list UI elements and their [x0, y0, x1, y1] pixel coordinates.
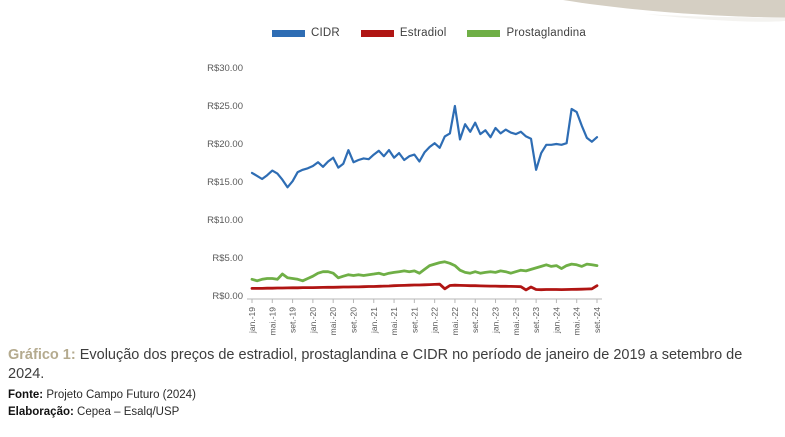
- elaboration-line: Elaboração: Cepea – Esalq/USP: [8, 404, 772, 421]
- figure-caption-block: Gráfico 1: Evolução dos preços de estrad…: [8, 346, 772, 420]
- svg-text:R$5.00: R$5.00: [212, 253, 243, 264]
- svg-text:jan.-22: jan.-22: [430, 307, 440, 334]
- svg-text:mai.-19: mai.-19: [267, 307, 277, 336]
- svg-text:R$0.00: R$0.00: [212, 291, 243, 302]
- svg-text:mai.-21: mai.-21: [389, 307, 399, 336]
- svg-text:R$20.00: R$20.00: [207, 139, 243, 150]
- figure-caption: Gráfico 1: Evolução dos preços de estrad…: [8, 346, 772, 384]
- svg-text:jan.-20: jan.-20: [308, 307, 318, 334]
- source-text: Projeto Campo Futuro (2024): [43, 389, 196, 401]
- svg-text:mai.-23: mai.-23: [511, 307, 521, 336]
- corner-decor-shape: [563, 0, 785, 22]
- legend-item-prostaglandina: Prostaglandina: [467, 27, 586, 39]
- legend-item-cidr: CIDR: [272, 27, 340, 39]
- legend-label-cidr: CIDR: [311, 27, 340, 39]
- svg-text:jan.-21: jan.-21: [369, 307, 379, 334]
- chart-legend: CIDR Estradiol Prostaglandina: [272, 27, 586, 39]
- prostaglandina-line-swatch: [467, 29, 501, 37]
- figure-caption-text: Evolução dos preços de estradiol, prosta…: [8, 347, 743, 382]
- svg-text:set.-19: set.-19: [288, 307, 298, 333]
- legend-label-prostaglandina: Prostaglandina: [506, 27, 586, 39]
- svg-text:jan.-19: jan.-19: [247, 307, 257, 334]
- source-label: Fonte:: [8, 389, 44, 401]
- elaboration-label: Elaboração:: [8, 405, 74, 418]
- chart-canvas: R$0.00 R$5.00 R$10.00 R$15.00 R$20.00 R$25.00…: [207, 63, 602, 336]
- svg-text:R$30.00: R$30.00: [207, 63, 243, 74]
- figure-number-label: Gráfico 1:: [8, 347, 76, 363]
- svg-text:R$10.00: R$10.00: [207, 215, 243, 226]
- figure-source-block: Fonte: Projeto Campo Futuro (2024) Elabo…: [8, 387, 772, 420]
- svg-text:set.-20: set.-20: [348, 307, 358, 333]
- svg-text:set.-23: set.-23: [531, 307, 541, 333]
- svg-text:mai.-24: mai.-24: [572, 307, 582, 336]
- svg-text:R$15.00: R$15.00: [207, 177, 243, 188]
- svg-text:mai.-20: mai.-20: [328, 307, 338, 336]
- svg-text:R$25.00: R$25.00: [207, 101, 243, 112]
- elaboration-text: Cepea – Esalq/USP: [73, 405, 180, 418]
- legend-label-estradiol: Estradiol: [399, 27, 447, 39]
- svg-text:set.-21: set.-21: [409, 307, 419, 333]
- source-line: Fonte: Projeto Campo Futuro (2024): [8, 387, 772, 404]
- svg-text:jan.-24: jan.-24: [551, 307, 561, 334]
- legend-item-estradiol: Estradiol: [360, 27, 447, 39]
- cidr-line-swatch: [272, 29, 305, 37]
- svg-text:set.-24: set.-24: [592, 307, 602, 333]
- estradiol-line-swatch: [360, 29, 394, 37]
- svg-text:mai.-22: mai.-22: [450, 307, 460, 336]
- svg-text:jan.-23: jan.-23: [491, 307, 501, 334]
- svg-text:set.-22: set.-22: [470, 307, 480, 333]
- price-evolution-line-chart: R$0.00 R$5.00 R$10.00 R$15.00 R$20.00 R$25.00…: [185, 48, 615, 348]
